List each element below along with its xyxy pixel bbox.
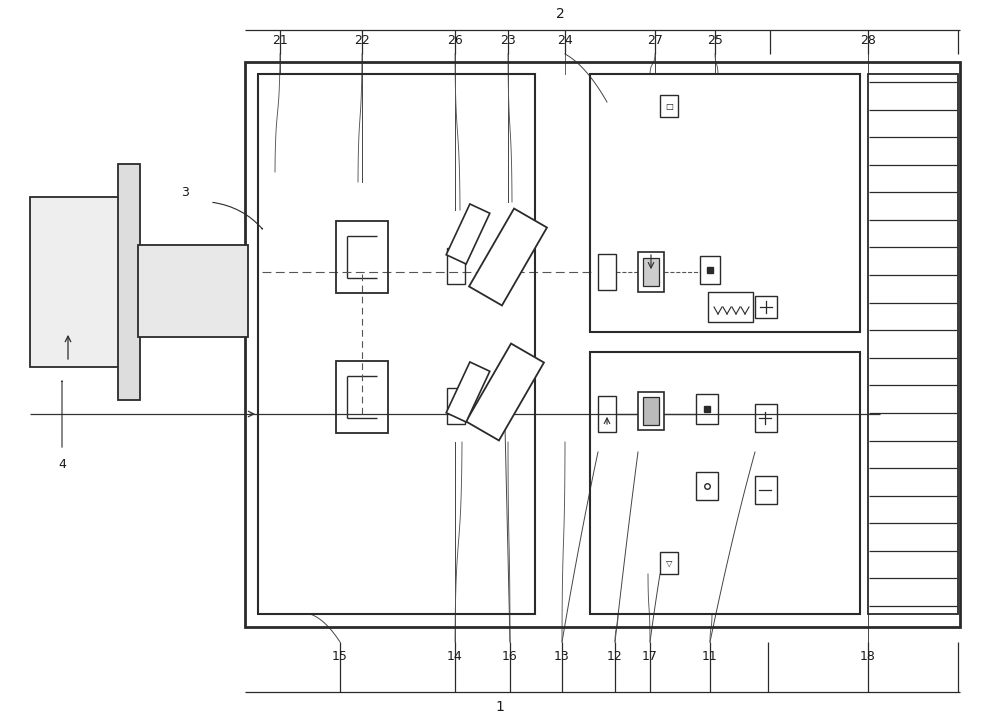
Bar bbox=[660, 552, 678, 574]
Text: 11: 11 bbox=[702, 651, 718, 664]
Text: 2: 2 bbox=[556, 7, 564, 21]
Text: 24: 24 bbox=[557, 33, 573, 46]
Text: 15: 15 bbox=[332, 651, 348, 664]
Bar bbox=[638, 392, 664, 430]
Text: 12: 12 bbox=[607, 651, 623, 664]
Bar bbox=[638, 252, 664, 292]
Text: 4: 4 bbox=[58, 458, 66, 471]
Bar bbox=[258, 74, 535, 614]
Polygon shape bbox=[469, 209, 547, 305]
Text: 17: 17 bbox=[642, 651, 658, 664]
Bar bbox=[755, 404, 777, 432]
Text: 13: 13 bbox=[554, 651, 570, 664]
Bar bbox=[118, 164, 140, 400]
Bar bbox=[755, 296, 777, 318]
Polygon shape bbox=[446, 204, 490, 264]
Bar bbox=[643, 397, 659, 425]
Polygon shape bbox=[466, 344, 544, 440]
Bar bbox=[696, 472, 718, 500]
Bar bbox=[447, 388, 465, 424]
Polygon shape bbox=[446, 362, 490, 422]
Bar bbox=[336, 361, 388, 433]
Bar bbox=[590, 352, 860, 614]
Bar bbox=[700, 256, 720, 284]
Bar bbox=[643, 258, 659, 286]
Text: 18: 18 bbox=[860, 651, 876, 664]
Bar bbox=[598, 254, 616, 290]
Bar bbox=[590, 74, 860, 332]
Text: 23: 23 bbox=[500, 33, 516, 46]
Text: □: □ bbox=[665, 102, 673, 110]
Text: 22: 22 bbox=[354, 33, 370, 46]
Bar bbox=[868, 74, 958, 614]
Text: 1: 1 bbox=[496, 700, 504, 714]
Bar bbox=[336, 221, 388, 293]
Text: 27: 27 bbox=[647, 33, 663, 46]
Bar bbox=[755, 476, 777, 504]
Text: 21: 21 bbox=[272, 33, 288, 46]
Text: 14: 14 bbox=[447, 651, 463, 664]
Bar bbox=[660, 95, 678, 117]
Text: 16: 16 bbox=[502, 651, 518, 664]
Text: 25: 25 bbox=[707, 33, 723, 46]
FancyArrowPatch shape bbox=[213, 202, 262, 229]
Bar bbox=[30, 197, 122, 367]
Text: 3: 3 bbox=[181, 186, 189, 199]
Bar bbox=[138, 245, 248, 337]
Text: 28: 28 bbox=[860, 33, 876, 46]
Bar bbox=[708, 292, 753, 322]
Bar bbox=[447, 248, 465, 284]
Bar bbox=[245, 62, 960, 627]
Bar bbox=[598, 396, 616, 432]
Text: 26: 26 bbox=[447, 33, 463, 46]
Bar bbox=[696, 394, 718, 424]
Text: ▽: ▽ bbox=[666, 559, 672, 567]
